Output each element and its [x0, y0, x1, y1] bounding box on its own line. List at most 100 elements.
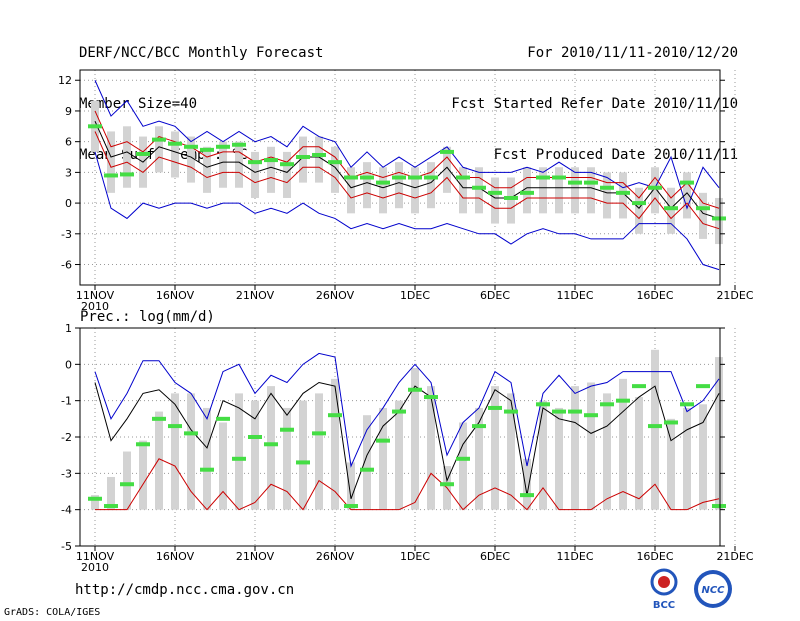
temp-obs-marker [664, 206, 678, 211]
temp-obs-marker [616, 190, 630, 195]
prec-obs-marker [296, 460, 310, 465]
temp-spread-bar [155, 126, 163, 173]
temp-obs-marker [632, 201, 646, 206]
temp-x-label: 11NOV [76, 289, 115, 302]
temp-obs-marker [488, 190, 502, 195]
temp-y-label: -3 [61, 228, 72, 241]
temp-obs-marker [216, 144, 230, 149]
temp-spread-bar [635, 187, 643, 234]
prec-obs-marker [376, 438, 390, 443]
temp-y-label: 6 [65, 136, 72, 149]
header-produced-date: Fcst Produced Date 2010/11/11 [493, 147, 738, 163]
temp-obs-marker [536, 175, 550, 180]
prec-obs-marker [472, 424, 486, 429]
temp-spread-bar [123, 126, 131, 188]
temp-obs-marker [296, 155, 310, 160]
temp-spread-bar [475, 167, 483, 214]
temp-spread-bar [219, 141, 227, 188]
temp-spread-bar [427, 162, 435, 209]
ncc-logo-text: NCC [701, 585, 725, 596]
prec-spread-bar [699, 404, 707, 510]
temp-obs-marker [88, 124, 102, 129]
temp-y-label: 0 [65, 197, 72, 210]
temp-spread-bar [715, 197, 723, 245]
prec-obs-marker [536, 402, 550, 407]
prec-spread-bar [171, 393, 179, 510]
prec-spread-bar [315, 393, 323, 510]
temp-spread-bar [267, 146, 275, 193]
prec-x-label: 6DEC [480, 550, 510, 563]
temp-obs-marker [568, 180, 582, 185]
prec-obs-marker [328, 413, 342, 418]
prec-obs-marker [248, 435, 262, 439]
temp-obs-marker [312, 152, 326, 157]
prec-min-line [95, 458, 720, 511]
prec-obs-marker [120, 482, 134, 487]
temp-obs-marker [264, 158, 278, 163]
temp-spread-bar [683, 172, 691, 219]
prec-spread-bar [139, 440, 147, 510]
prec-spread-bar [619, 378, 627, 510]
prec-y-label: -1 [61, 395, 72, 408]
temp-spread-bar [411, 167, 419, 214]
prec-obs-marker [184, 431, 198, 436]
prec-obs-marker [600, 402, 614, 407]
prec-spread-bar [571, 386, 579, 510]
prec-obs-marker [104, 504, 118, 509]
prec-spread-bar [331, 378, 339, 510]
footer-url[interactable]: http://cmdp.ncc.cma.gov.cn [75, 582, 295, 598]
prec-obs-marker [344, 504, 358, 509]
prec-spread-bar [155, 411, 163, 510]
prec-obs-marker [504, 409, 518, 414]
temp-y-label: -6 [61, 259, 72, 272]
temp-obs-marker [376, 180, 390, 185]
prec-obs-marker [392, 409, 406, 414]
prec-spread-bar [299, 400, 307, 510]
prec-obs-marker [696, 384, 710, 389]
temp-x-label: 6DEC [480, 289, 510, 302]
prec-obs-marker [312, 431, 326, 436]
temp-obs-marker [360, 175, 374, 180]
prec-obs-marker [568, 409, 582, 414]
temp-x-label: 1DEC [400, 289, 430, 302]
temp-lower-red-line [94, 131, 720, 230]
prec-max-line [94, 352, 720, 468]
temp-obs-marker [136, 151, 150, 156]
prec-spread-bar [91, 495, 99, 510]
prec-x-label: 16DEC [636, 550, 673, 563]
temp-upper-red-line [94, 110, 720, 209]
prec-mean-line [94, 381, 720, 499]
prec-spread-bar [683, 407, 691, 510]
temp-obs-marker [696, 206, 710, 211]
prec-obs-marker [616, 398, 630, 403]
temp-spread-bar [571, 167, 579, 214]
temp-obs-marker [584, 180, 598, 185]
temp-spread-bar [507, 177, 515, 224]
prec-obs-marker [456, 456, 470, 461]
temp-x-label: 16NOV [156, 289, 195, 302]
temp-obs-marker [280, 162, 294, 167]
prec-spread-bar [251, 400, 259, 510]
temp-obs-marker [408, 175, 422, 180]
prec-spread-bar [475, 407, 483, 510]
temp-obs-marker [328, 160, 342, 165]
temp-obs-marker [440, 149, 454, 154]
temp-spread-bar [315, 136, 323, 183]
prec-x-label: 21NOV [236, 550, 275, 563]
prec-obs-marker [264, 442, 278, 447]
prec-obs-marker [680, 402, 694, 407]
temp-frame [79, 69, 721, 286]
prec-obs-marker [520, 493, 534, 498]
prec-obs-marker [88, 496, 102, 501]
temp-spread-bar [603, 172, 611, 219]
prec-spread-bar [507, 393, 515, 510]
temp-obs-marker [104, 173, 118, 178]
temp-spread-bar [203, 146, 211, 193]
prec-obs-marker [424, 395, 438, 400]
temp-spread-bar [171, 131, 179, 178]
prec-y-label: -5 [61, 540, 72, 553]
temp-obs-marker [152, 137, 166, 142]
prec-obs-marker [232, 456, 246, 461]
prec-obs-marker [712, 504, 726, 509]
temp-y-label: 3 [65, 166, 72, 179]
